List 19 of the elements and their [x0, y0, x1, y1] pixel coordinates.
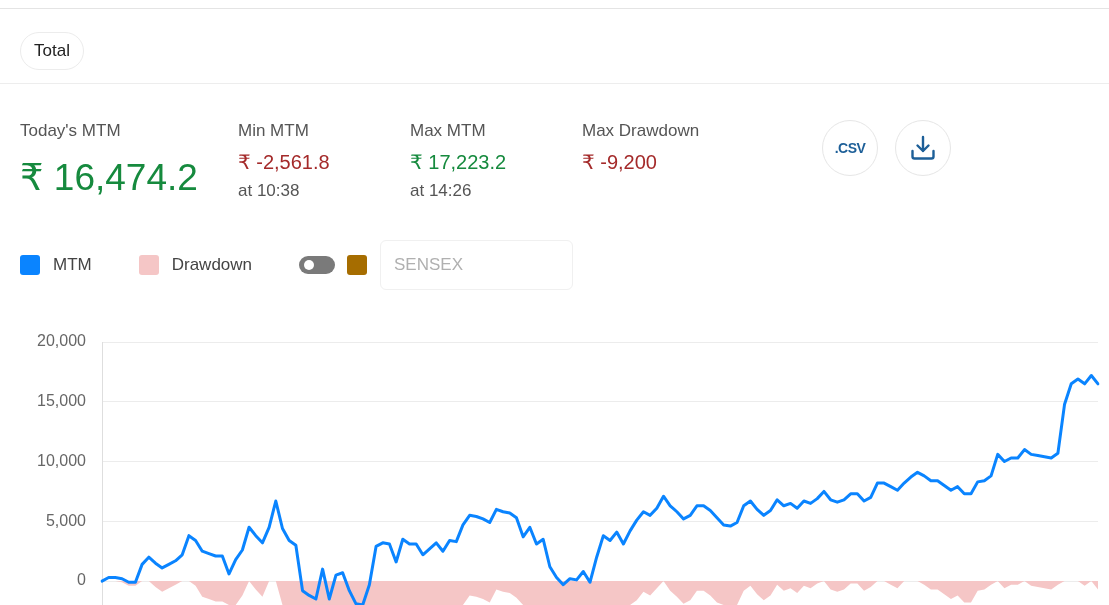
y-tick-label: 15,000 [37, 392, 87, 410]
text: Max MTM [410, 121, 486, 142]
text: Today's MTM [20, 121, 121, 142]
text: Min MTM [238, 121, 309, 142]
text: Total [20, 32, 84, 70]
legend-label: MTM [53, 255, 92, 275]
text: at 10:38 [238, 181, 300, 202]
text: ₹ -9,200 [582, 150, 657, 174]
text: Max Drawdown [582, 121, 700, 142]
y-tick-label: 20,000 [37, 332, 87, 350]
legend-label: Drawdown [171, 255, 253, 275]
text: ₹ 17,223.2 [410, 150, 507, 174]
text: ₹ -2,561.8 [238, 150, 330, 174]
y-tick-label: 10,000 [37, 451, 87, 469]
y-tick-label: 5,000 [45, 511, 87, 529]
text: ₹ 16,474.2 [20, 156, 198, 200]
text-field: SENSEX [380, 240, 574, 290]
text: at 14:26 [410, 181, 472, 202]
y-tick-label: 0 [77, 571, 87, 589]
